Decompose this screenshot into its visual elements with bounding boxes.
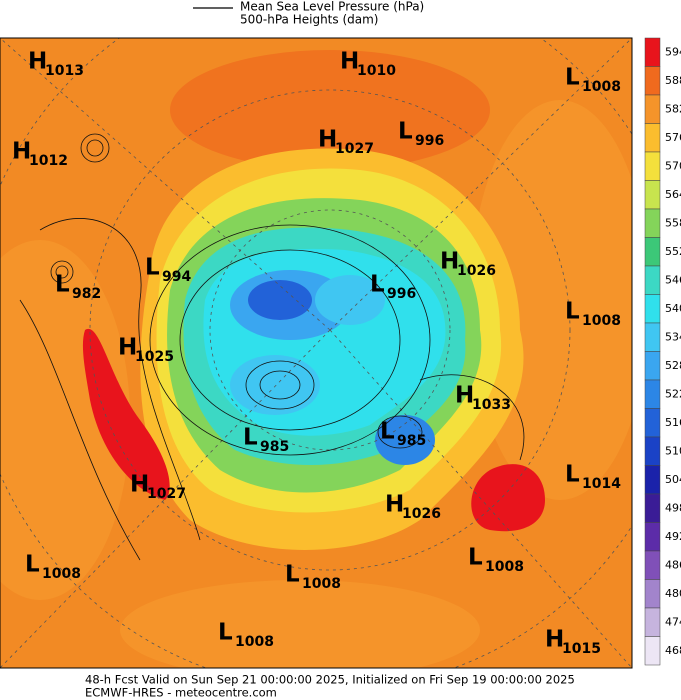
center-pressure: 1008 [582, 79, 621, 95]
colorbar-swatch [644, 579, 661, 609]
center-pressure: 1027 [147, 486, 186, 502]
center-pressure: 994 [162, 269, 191, 285]
center-letter: H [318, 127, 337, 153]
colorbar-swatch [644, 636, 661, 666]
colorbar-swatch [644, 607, 661, 637]
colorbar-swatch [644, 294, 661, 324]
colorbar-label: 480 [665, 587, 681, 600]
center-letter: H [455, 383, 474, 409]
center-letter: L [55, 272, 70, 298]
colorbar-swatch [644, 66, 661, 96]
colorbar-label: 570 [665, 159, 681, 172]
center-pressure: 1015 [562, 641, 601, 657]
center-pressure: 996 [415, 133, 444, 149]
center-letter: L [565, 65, 580, 91]
legend-label: Mean Sea Level Pressure (hPa) [240, 0, 424, 14]
colorbar-label: 546 [665, 273, 681, 286]
center-pressure: 1026 [402, 506, 441, 522]
center-letter: L [145, 255, 160, 281]
center-letter: H [118, 335, 137, 361]
footer-text: 48-h Fcst Valid on Sun Sep 21 00:00:00 2… [85, 673, 575, 687]
colorbar-swatch [644, 408, 661, 438]
center-letter: H [130, 472, 149, 498]
center-pressure: 1008 [235, 634, 274, 650]
colorbar-swatch [644, 436, 661, 466]
center-letter: H [545, 627, 564, 653]
center-pressure: 982 [72, 286, 101, 302]
center-letter: H [340, 49, 359, 75]
colorbar-swatch [644, 180, 661, 210]
footer-text: ECMWF-HRES - meteocentre.com [85, 686, 277, 700]
colorbar-swatch [644, 123, 661, 153]
colorbar-label: 540 [665, 302, 681, 315]
colorbar-label: 552 [665, 245, 681, 258]
colorbar-swatch [644, 493, 661, 523]
center-letter: L [243, 425, 258, 451]
center-pressure: 1010 [357, 63, 396, 79]
center-pressure: 1026 [457, 263, 496, 279]
center-letter: L [468, 545, 483, 571]
colorbar-label: 576 [665, 131, 681, 144]
colorbar-label: 486 [665, 558, 681, 571]
center-pressure: 985 [260, 439, 289, 455]
center-letter: L [565, 462, 580, 488]
center-letter: H [385, 492, 404, 518]
colorbar-label: 498 [665, 501, 681, 514]
center-letter: L [380, 419, 395, 445]
center-letter: L [565, 299, 580, 325]
colorbar-swatch [644, 550, 661, 580]
colorbar-label: 534 [665, 330, 681, 343]
colorbar-swatch [644, 94, 661, 124]
center-pressure: 1013 [45, 63, 84, 79]
legend-label: 500-hPa Heights (dam) [240, 13, 378, 27]
colorbar-label: 510 [665, 444, 681, 457]
colorbar-swatch [644, 351, 661, 381]
center-pressure: 1012 [29, 153, 68, 169]
colorbar-label: 588 [665, 74, 681, 87]
center-pressure: 1025 [135, 349, 174, 365]
colorbar-swatch [644, 208, 661, 238]
colorbar-label: 564 [665, 188, 681, 201]
colorbar-label: 528 [665, 359, 681, 372]
center-pressure: 1027 [335, 141, 374, 157]
center-letter: L [218, 620, 233, 646]
colorbar-label: 558 [665, 216, 681, 229]
center-letter: H [12, 139, 31, 165]
center-pressure: 1033 [472, 397, 511, 413]
colorbar-swatch [644, 522, 661, 552]
colorbar-swatch [644, 379, 661, 409]
center-pressure: 1008 [582, 313, 621, 329]
center-letter: L [398, 119, 413, 145]
colorbar-label: 594 [665, 45, 681, 58]
colorbar-label: 474 [665, 615, 681, 628]
center-pressure: 1008 [485, 559, 524, 575]
center-letter: L [25, 552, 40, 578]
center-pressure: 996 [387, 286, 416, 302]
center-pressure: 1008 [302, 576, 341, 592]
colorbar-label: 522 [665, 387, 681, 400]
colorbar: 594 588 582 576 570 564 558 552 546 540 534 528 522 5… [644, 37, 681, 666]
colorbar-label: 582 [665, 102, 681, 115]
center-pressure: 985 [397, 433, 426, 449]
center-letter: H [28, 49, 47, 75]
colorbar-swatch [644, 322, 661, 352]
center-letter: L [285, 562, 300, 588]
center-pressure: 1014 [582, 476, 621, 492]
colorbar-label: 504 [665, 473, 681, 486]
colorbar-label: 492 [665, 530, 681, 543]
colorbar-swatch [644, 151, 661, 181]
colorbar-swatch [644, 37, 661, 67]
center-pressure: 1008 [42, 566, 81, 582]
colorbar-swatch [644, 237, 661, 267]
center-letter: H [440, 249, 459, 275]
colorbar-label: 468 [665, 644, 681, 657]
colorbar-label: 516 [665, 416, 681, 429]
center-letter: L [370, 272, 385, 298]
colorbar-swatch [644, 265, 661, 295]
colorbar-swatch [644, 465, 661, 495]
